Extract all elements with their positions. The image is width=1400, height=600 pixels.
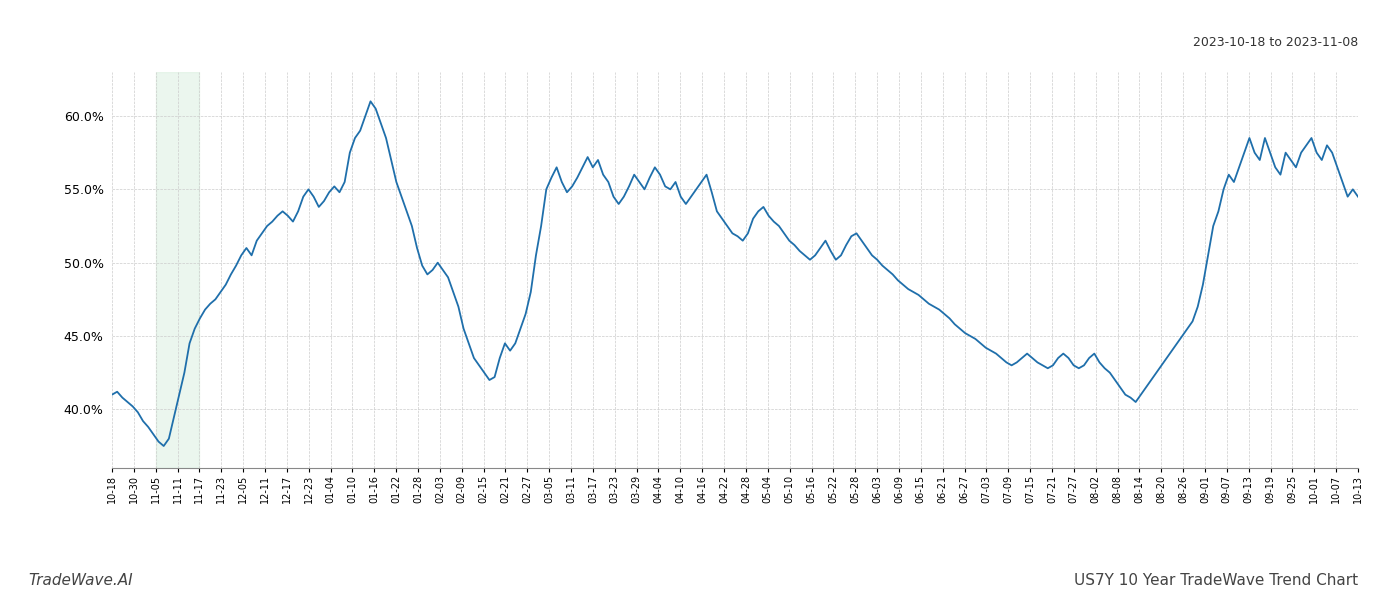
Text: US7Y 10 Year TradeWave Trend Chart: US7Y 10 Year TradeWave Trend Chart bbox=[1074, 573, 1358, 588]
Text: TradeWave.AI: TradeWave.AI bbox=[28, 573, 133, 588]
Text: 2023-10-18 to 2023-11-08: 2023-10-18 to 2023-11-08 bbox=[1193, 36, 1358, 49]
Bar bbox=[155, 72, 199, 468]
